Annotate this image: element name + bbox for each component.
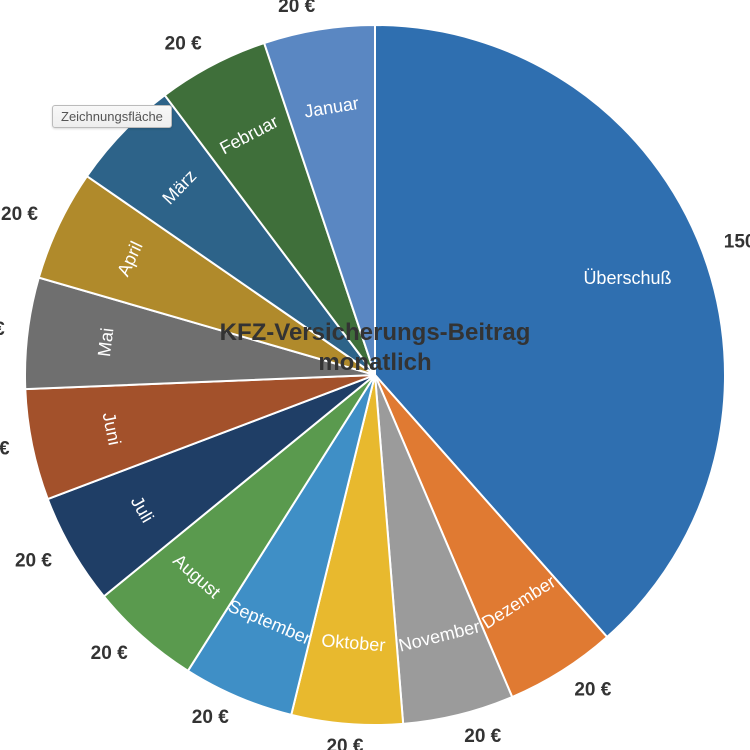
chart-title-line2: monatlich: [318, 349, 431, 376]
slice-value-label: 20 €: [0, 439, 10, 460]
slice-value-label: 20 €: [278, 0, 315, 17]
slice-value-label: 20 €: [0, 319, 5, 340]
slice-value-label: 20 €: [1, 204, 38, 225]
slice-value-label: 20 €: [574, 679, 611, 700]
slice-value-label: 150 €: [724, 232, 750, 253]
slice-value-label: 20 €: [326, 736, 363, 750]
slice-value-label: 20 €: [15, 551, 52, 572]
slice-label: Mai: [94, 327, 117, 358]
slice-value-label: 20 €: [192, 707, 229, 728]
slice-label: Überschuß: [583, 268, 671, 288]
chart-title-line1: KFZ-Versicherungs-Beitrag: [220, 319, 531, 346]
tooltip-label: Zeichnungsfläche: [52, 105, 172, 128]
slice-value-label: 20 €: [464, 726, 501, 747]
slice-value-label: 20 €: [91, 643, 128, 664]
slice-value-label: 20 €: [165, 34, 202, 55]
